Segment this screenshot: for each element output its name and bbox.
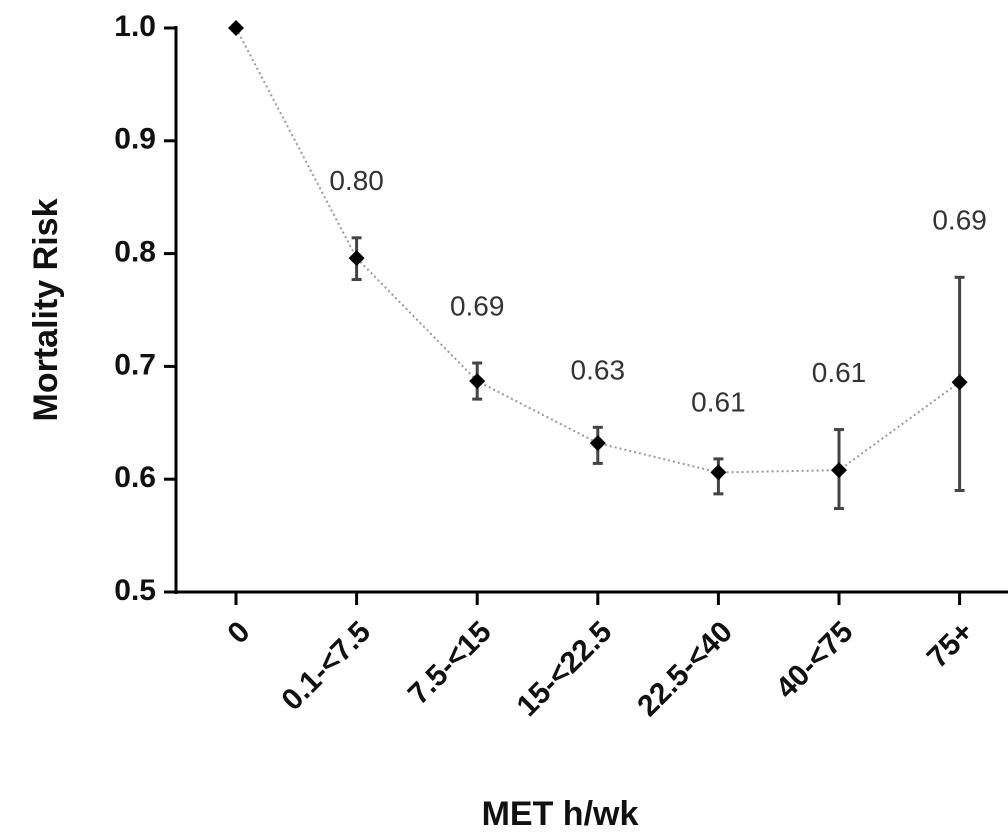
x-tick-label: 0 — [221, 615, 256, 650]
series-line — [235, 27, 961, 474]
y-tick-label: 0.7 — [114, 348, 156, 381]
x-tick-label: 40-<75 — [770, 615, 860, 705]
data-point — [951, 374, 968, 391]
y-tick-label: 0.9 — [114, 123, 156, 156]
value-label: 0.61 — [812, 357, 867, 388]
data-point — [589, 435, 606, 452]
x-tick-label: 7.5-<15 — [402, 615, 498, 711]
value-label: 0.61 — [691, 386, 746, 417]
y-axis-title: Mortality Risk — [27, 198, 65, 421]
value-label: 0.69 — [450, 290, 505, 321]
data-point — [831, 462, 847, 479]
x-tick-label: 22.5-<40 — [631, 615, 739, 723]
data-point — [348, 250, 365, 267]
value-label: 0.69 — [932, 205, 987, 236]
x-axis-title: MET h/wk — [482, 795, 639, 833]
x-tick-label: 0.1-<7.5 — [275, 615, 377, 717]
x-tick-label: 75+ — [921, 615, 980, 674]
y-tick-label: 1.0 — [114, 10, 156, 43]
value-label: 0.63 — [571, 355, 626, 386]
data-point — [710, 464, 727, 481]
y-tick-label: 0.8 — [114, 236, 156, 269]
value-label: 0.80 — [329, 165, 384, 196]
data-point — [469, 373, 486, 390]
data-point — [228, 20, 244, 36]
y-tick-label: 0.6 — [114, 461, 156, 494]
x-tick-label: 15-<22.5 — [511, 615, 619, 723]
y-tick-label: 0.5 — [114, 574, 156, 607]
